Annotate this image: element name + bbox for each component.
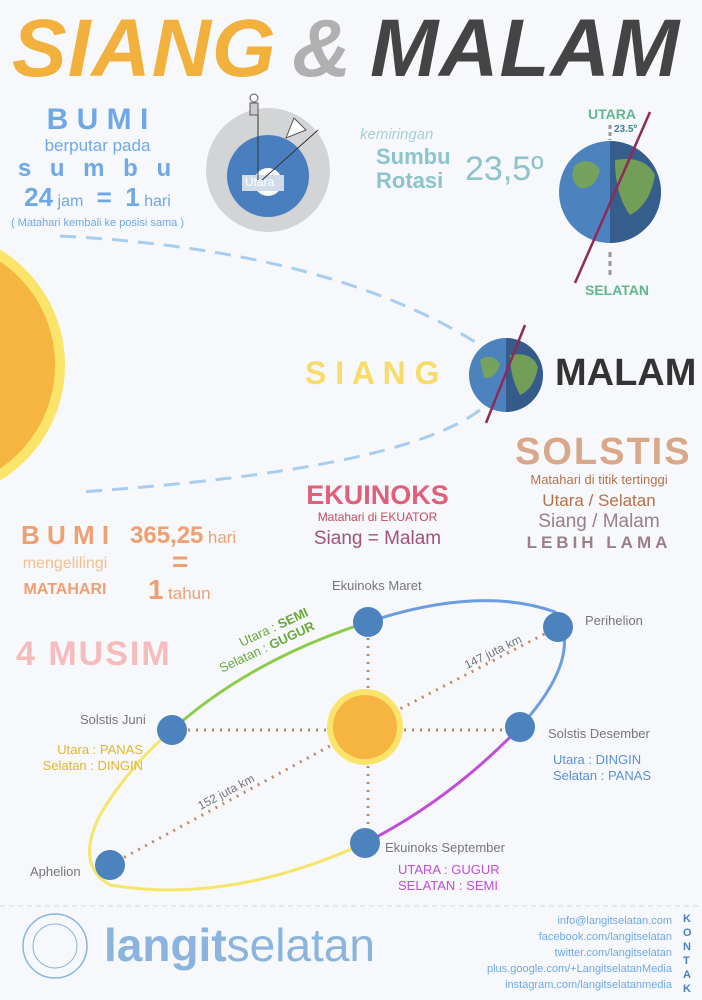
solstis-line3: Siang / Malam: [538, 511, 660, 532]
contact-twitter[interactable]: twitter.com/langitselatan: [554, 947, 672, 959]
season-juni: Utara : PANAS Selatan : DINGIN: [42, 742, 143, 773]
label-perihelion: Perihelion: [585, 613, 643, 628]
revolution-mengelilingi: mengelilingi: [22, 555, 108, 572]
daynight-malam: MALAM: [555, 352, 697, 394]
rotation-bumi: B U M I: [46, 103, 149, 136]
rotation-eq: =: [96, 182, 112, 212]
solstis-line1: Matahari di titik tertinggi: [530, 472, 668, 487]
ekuinoks-block: EKUINOKS Matahari di EKUATOR Siang = Mal…: [300, 480, 455, 550]
person-body: [249, 102, 259, 116]
revolution-tahun: tahun: [168, 584, 211, 603]
contact-email[interactable]: info@langitselatan.com: [557, 915, 672, 927]
ekuinoks-title: EKUINOKS: [306, 480, 449, 510]
label-solstis-desember: Solstis Desember: [548, 726, 650, 741]
daynight-siang: S I A N G: [305, 355, 440, 391]
observer-line-rotated: [261, 129, 319, 181]
rotation-hours: 24: [24, 182, 54, 212]
rotation-berputar: berputar pada: [44, 136, 151, 155]
season-desember: Utara : DINGIN Selatan : PANAS: [553, 752, 652, 783]
tilt-sumbu-rotasi: Sumbu Rotasi: [376, 145, 451, 193]
label-ekuinoks-september: Ekuinoks September: [385, 840, 505, 855]
orbit-segment-summer-south: [367, 599, 566, 729]
sun-large-core: [0, 261, 55, 469]
label-solstis-juni: Solstis Juni: [80, 712, 146, 727]
tilted-axis: [573, 111, 652, 284]
solstis-line2: Utara / Selatan: [542, 491, 656, 510]
revolution-right: 365,25 hari = 1 tahun: [130, 522, 236, 606]
brand-logo[interactable]: langitselatan: [104, 918, 375, 972]
tilt-selatan: SELATAN: [585, 282, 650, 298]
contact-facebook[interactable]: facebook.com/langitselatan: [538, 931, 672, 943]
tilt-small-angle: 23.5º: [614, 124, 638, 135]
revolution-eq: =: [172, 546, 189, 577]
kontak-vertical: KONTAK: [683, 913, 692, 995]
rotation-sumbu: s u m b u: [17, 155, 178, 182]
revolution-hari: hari: [207, 528, 237, 547]
tilt-kemiringan: kemiringan: [360, 126, 434, 143]
musim-title: 4 MUSIM: [16, 635, 172, 673]
revolution-bumi: B U M I: [20, 520, 110, 550]
rotation-one: 1: [125, 182, 140, 212]
rotation-hari: hari: [144, 193, 171, 210]
orbit-earths: [95, 607, 573, 880]
revolution-matahari: MATAHARI: [23, 581, 107, 598]
tilt-rotasi: Rotasi: [376, 168, 444, 193]
orbit-segment-spring: [170, 620, 369, 732]
ekuinoks-line1: Matahari di EKUATOR: [317, 510, 438, 524]
solstis-block: SOLSTIS Matahari di titik tertinggi Utar…: [515, 431, 692, 553]
label-aphelion: Aphelion: [30, 864, 81, 879]
season-september: UTARA : GUGUR SELATAN : SEMI: [398, 862, 500, 893]
orbit-segment-summer-north: [88, 728, 366, 892]
earth-orbit-dashed: [59, 234, 481, 494]
orbit-distance-lines: [109, 622, 559, 867]
contact-googleplus[interactable]: plus.google.com/+LangitselatanMedia: [487, 963, 672, 975]
contact-instagram[interactable]: instagram.com/langitselatanmedia: [505, 979, 672, 991]
contact-list: info@langitselatan.com facebook.com/lang…: [487, 913, 672, 993]
tilt-utara: UTARA: [588, 106, 636, 122]
title-siang: SIANG: [12, 3, 277, 94]
person-icon: [249, 93, 259, 103]
rotation-arrow-icon: [285, 117, 307, 139]
tilt-angle: 23,5º: [465, 150, 544, 188]
revolution-days: 365,25: [130, 522, 204, 549]
title-malam: MALAM: [370, 3, 681, 94]
rotation-diagram-label: Utara: [245, 175, 275, 189]
revolution-one: 1: [148, 574, 164, 605]
logo-seal: [22, 913, 88, 979]
rotation-text: B U M I berputar pada s u m b u 24 jam =…: [10, 103, 185, 230]
utara-label-box: [242, 175, 284, 191]
orbit-segment-autumn: [364, 725, 522, 845]
rotation-jam: jam: [57, 193, 84, 210]
brand-light: selatan: [226, 919, 376, 971]
tilt-sumbu: Sumbu: [376, 144, 451, 169]
brand-bold: langit: [104, 919, 227, 971]
revolution-left: B U M I mengelilingi MATAHARI: [10, 520, 120, 599]
ekuinoks-line2: Siang = Malam: [313, 528, 442, 549]
rotation-note: ( Matahari kembali ke posisi sama ): [10, 217, 184, 229]
title-ampersand: &: [292, 3, 353, 94]
label-ekuinoks-maret: Ekuinoks Maret: [332, 578, 422, 593]
solstis-title: SOLSTIS: [515, 431, 692, 473]
solstis-line4: LEBIH LAMA: [526, 533, 672, 552]
